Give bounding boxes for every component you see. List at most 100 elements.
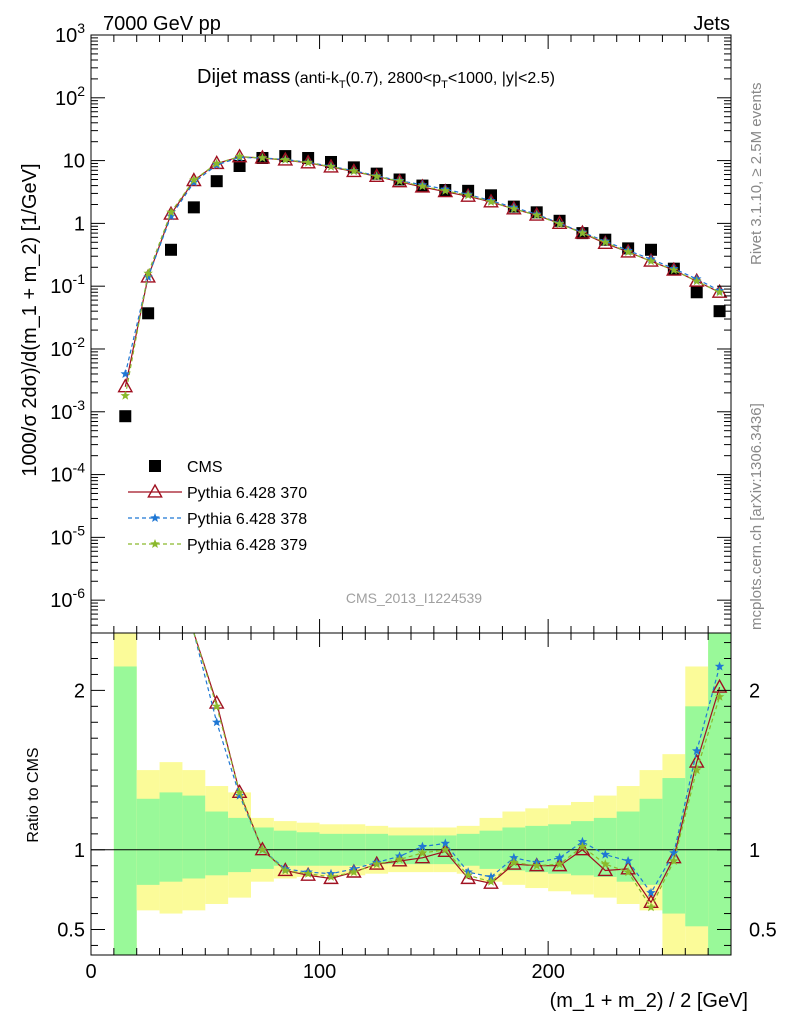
ratio-point (646, 902, 656, 912)
ratio-point (394, 854, 405, 864)
ratio-band-inner (685, 706, 709, 927)
main-y-tick-label: 10 (63, 151, 85, 173)
ratio-band-inner (616, 811, 640, 882)
main-panel-series (117, 148, 728, 423)
mcplots-label: mcplots.cern.ch [arXiv:1306.3436] (748, 403, 765, 630)
chart-title-sub-index-2: T (441, 79, 448, 91)
ratio-point (486, 876, 496, 886)
data-point (120, 369, 130, 378)
legend-marker (149, 460, 161, 472)
ratio-point (554, 859, 565, 869)
chart-title: Dijet mass (anti-kT(0.7), 2800<pT<1000, |… (197, 66, 555, 91)
ratio-point (212, 701, 222, 711)
ratio-point (234, 790, 245, 800)
series-cms (119, 150, 726, 423)
header-right-label: Jets (693, 13, 730, 35)
legend: CMS Pythia 6.428 370 Pythia 6.428 378 Pythi… (128, 459, 307, 554)
legend-item: CMS (149, 459, 223, 476)
analysis-watermark: CMS_2013_I1224539 (346, 590, 482, 606)
ratio-point (440, 844, 450, 854)
data-point (143, 272, 153, 282)
data-point (212, 158, 222, 168)
x-axis-label: (m_1 + m_2) / 2 [GeV] (550, 990, 748, 1012)
main-y-tick-label: 103 (55, 20, 85, 47)
ratio-point (326, 871, 336, 881)
ratio-line (193, 632, 721, 894)
ratio-point (417, 848, 428, 857)
ratio-point (257, 844, 268, 854)
header-left-label: 7000 GeV pp (103, 13, 221, 35)
rivet-version-label: Rivet 3.1.10, ≥ 2.5M events (748, 83, 765, 266)
ratio-uncertainty-bands (113, 633, 731, 955)
ratio-point (303, 868, 313, 878)
data-point (714, 287, 725, 297)
ratio-point (623, 856, 633, 865)
legend-marker (150, 539, 160, 548)
data-point (166, 211, 176, 221)
ratio-band-inner (228, 817, 251, 873)
ratio-band-inner (205, 811, 229, 876)
axis-ticks (90, 35, 732, 955)
data-point (486, 196, 496, 206)
data-point (280, 154, 290, 164)
main-y-axis-label: 1000/σ 2dσ)/d(m_1 + m_2) [1/GeV] (19, 163, 41, 476)
chart-title-sub-mid: (0.7), 2800<p (346, 70, 442, 87)
ratio-band-inner (136, 798, 160, 885)
data-point (233, 160, 246, 173)
ratio-band-inner (365, 833, 389, 865)
data-point (166, 207, 176, 217)
data-point (143, 268, 153, 278)
data-point (577, 228, 588, 238)
legend-label: Pythia 6.428 370 (187, 485, 307, 502)
ratio-band-inner (502, 827, 526, 871)
main-y-tick-label: 10-4 (50, 460, 85, 487)
ratio-point (597, 862, 614, 877)
main-y-tick-label: 10-5 (50, 522, 85, 549)
ratio-point (372, 859, 382, 869)
ratio-point (234, 787, 245, 797)
legend-label: CMS (187, 459, 223, 476)
ratio-y-tick-label-right: 2 (749, 680, 760, 702)
ratio-point (509, 857, 519, 867)
ratio-y-tick-label-left: 1 (74, 840, 85, 862)
data-point (187, 201, 200, 214)
ratio-point (714, 661, 725, 671)
data-point (394, 176, 405, 186)
ratio-point (414, 849, 431, 864)
data-point (463, 190, 473, 200)
ratio-point (349, 867, 359, 877)
ratio-point (300, 866, 316, 881)
ratio-band-inner (182, 795, 206, 879)
chart-title-sub-prefix: (anti-k (294, 70, 339, 87)
series-pythia-6-428-379 (120, 151, 725, 400)
x-tick-label: 200 (531, 961, 564, 983)
ratio-band-inner (639, 798, 663, 885)
data-point (554, 218, 565, 228)
x-tick-label: 100 (303, 961, 336, 983)
ratio-point (460, 870, 476, 885)
ratio-band-inner (159, 792, 183, 882)
legend-label: Pythia 6.428 378 (187, 511, 307, 528)
ratio-pythia-6-428-379 (193, 632, 725, 912)
legend-label: Pythia 6.428 379 (187, 537, 307, 554)
ratio-point (280, 865, 290, 875)
ratio-point (463, 870, 473, 880)
ratio-band-inner (296, 832, 320, 866)
main-y-tick-label: 10-3 (50, 397, 85, 424)
ratio-band-inner (113, 666, 137, 955)
ratio-panel-series (193, 632, 728, 912)
main-y-tick-label: 10-1 (50, 271, 85, 298)
data-point (417, 181, 428, 191)
ratio-point (532, 860, 542, 870)
series-line (124, 155, 720, 396)
data-point (142, 307, 155, 320)
ratio-point (623, 867, 633, 877)
ratio-point (323, 870, 339, 885)
data-point (690, 286, 703, 299)
ratio-point (417, 841, 428, 851)
ratio-point (714, 691, 725, 701)
data-point (120, 390, 130, 400)
main-y-tick-label: 10-2 (50, 334, 85, 361)
ratio-point (577, 836, 588, 846)
ratio-point (692, 765, 702, 775)
